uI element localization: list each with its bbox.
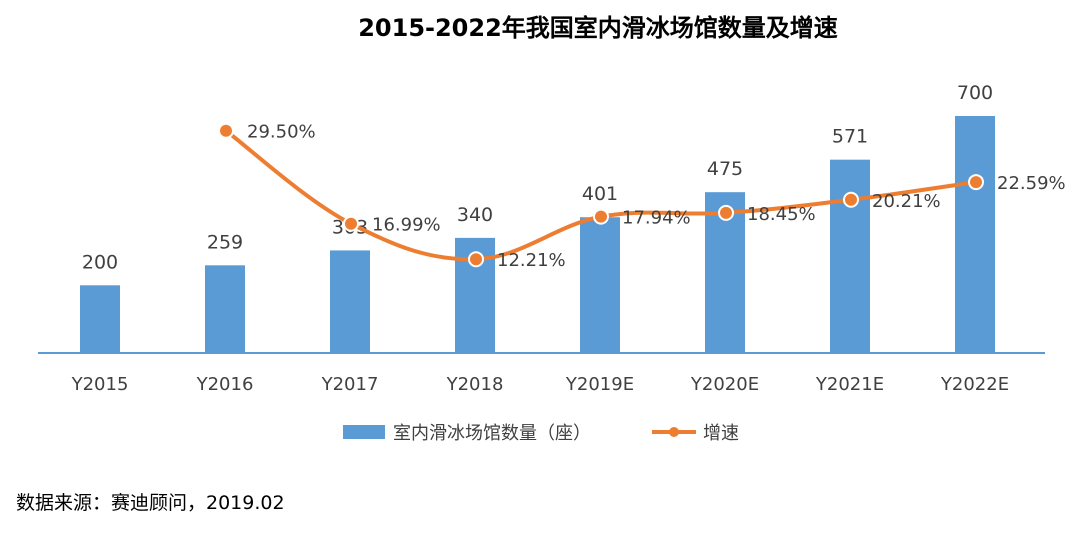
legend-line-marker	[669, 427, 679, 437]
source-note: 数据来源：赛迪顾问，2019.02	[16, 492, 285, 514]
growth-marker	[343, 215, 359, 232]
growth-value-label: 22.59%	[997, 173, 1066, 194]
growth-value-label: 20.21%	[872, 191, 941, 212]
x-tick-label: Y2020E	[690, 374, 759, 395]
bar-value-label: 401	[582, 183, 618, 205]
bar-value-label: 700	[957, 82, 993, 104]
x-tick-label: Y2017	[321, 374, 379, 395]
growth-value-label: 18.45%	[747, 204, 816, 225]
growth-markers	[218, 122, 984, 268]
bar-Y2022E	[955, 116, 995, 353]
chart-title: 2015-2022年我国室内滑冰场馆数量及增速	[358, 14, 838, 42]
growth-marker	[843, 191, 859, 208]
bar-value-label: 259	[207, 231, 243, 253]
growth-marker	[218, 122, 234, 139]
growth-value-label: 29.50%	[247, 122, 316, 143]
bar-Y2016	[205, 265, 245, 353]
bar-Y2015	[80, 285, 120, 353]
growth-value-label: 16.99%	[372, 215, 441, 236]
bar-value-label: 475	[707, 158, 743, 180]
x-tick-labels: Y2015 Y2016 Y2017 Y2018 Y2019E Y2020E Y2021E Y2…	[71, 374, 1010, 395]
growth-marker	[968, 174, 984, 191]
growth-marker	[468, 251, 484, 268]
x-tick-label: Y2015	[71, 374, 129, 395]
x-tick-label: Y2018	[446, 374, 504, 395]
bar-value-label: 200	[82, 251, 118, 273]
growth-marker	[593, 208, 609, 225]
x-tick-label: Y2022E	[940, 374, 1009, 395]
bar-value-label: 571	[832, 126, 868, 148]
x-tick-label: Y2021E	[815, 374, 884, 395]
legend-bar-swatch	[343, 425, 385, 439]
legend: 室内滑冰场馆数量（座） 增速	[343, 423, 739, 444]
bar-labels: 200259303340401475571700	[82, 82, 993, 273]
growth-value-label: 12.21%	[497, 250, 566, 271]
bar-value-label: 340	[457, 204, 493, 226]
legend-line-label: 增速	[703, 423, 739, 444]
legend-bar-label: 室内滑冰场馆数量（座）	[393, 423, 591, 444]
growth-value-label: 17.94%	[622, 208, 691, 229]
bar-Y2021E	[830, 159, 870, 353]
bar-Y2019E	[580, 217, 620, 353]
growth-marker	[718, 204, 734, 221]
growth-labels: 29.50% 16.99% 12.21% 17.94% 18.45% 20.21% 22.5…	[247, 122, 1066, 272]
x-tick-label: Y2016	[196, 374, 254, 395]
bar-Y2017	[330, 250, 370, 353]
x-tick-label: Y2019E	[565, 374, 634, 395]
